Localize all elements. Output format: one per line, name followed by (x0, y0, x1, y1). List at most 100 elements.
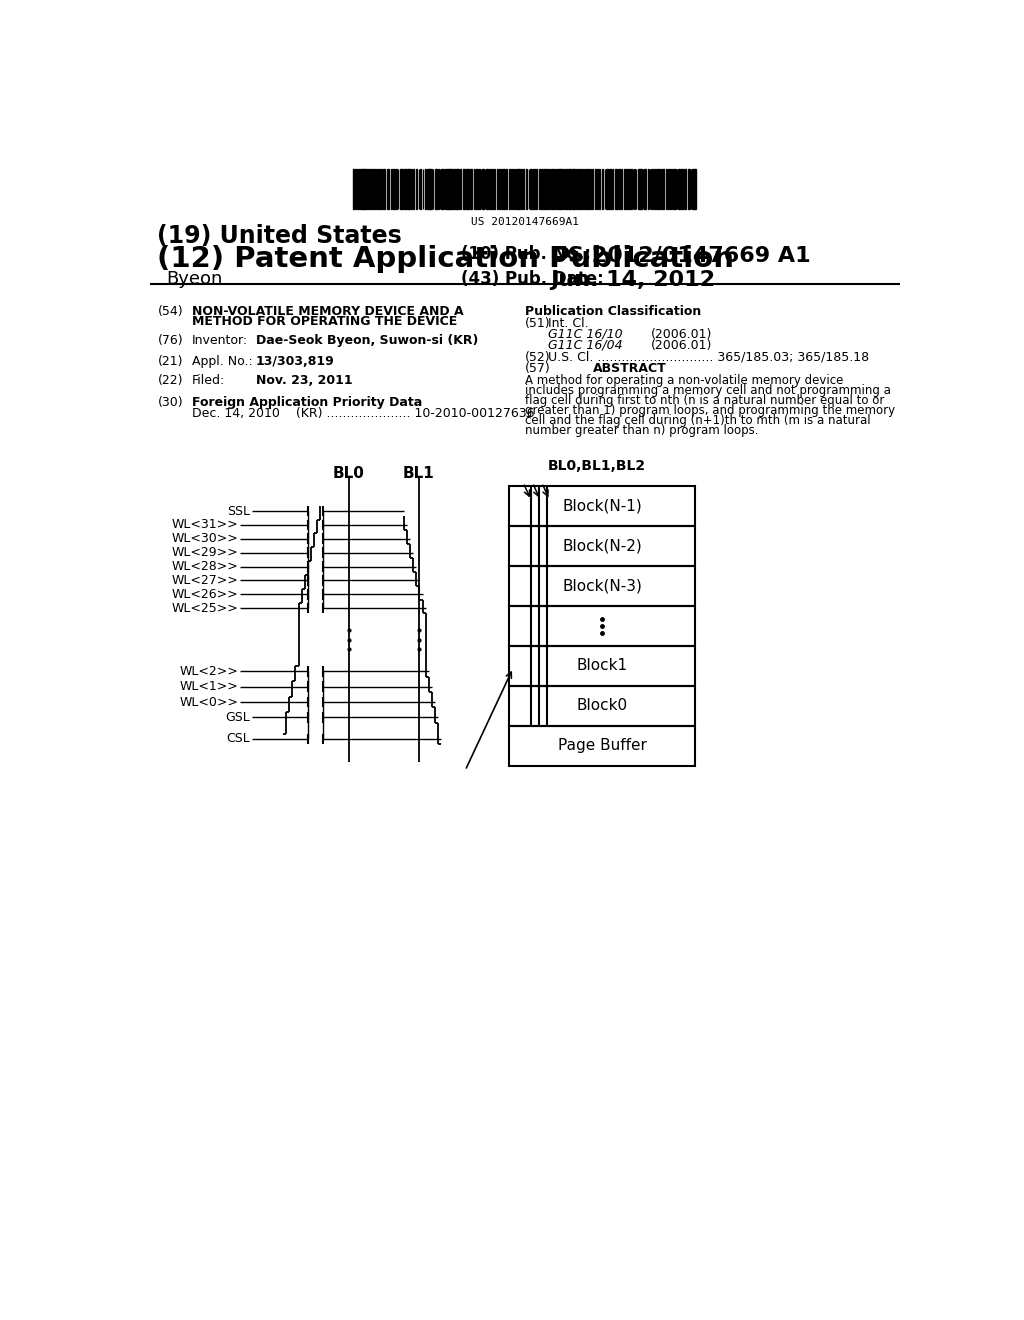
Text: (30): (30) (158, 396, 183, 409)
Text: A method for operating a non-volatile memory device: A method for operating a non-volatile me… (524, 374, 843, 387)
Text: (51): (51) (524, 317, 551, 330)
Bar (509, 645, 695, 686)
Text: WL<0>>: WL<0>> (179, 696, 238, 709)
Text: Foreign Application Priority Data: Foreign Application Priority Data (191, 396, 422, 409)
Text: (10) Pub. No.:: (10) Pub. No.: (461, 246, 591, 264)
Text: (43) Pub. Date:: (43) Pub. Date: (461, 271, 604, 288)
Text: (2006.01): (2006.01) (651, 339, 713, 351)
Text: (21): (21) (158, 355, 183, 368)
Bar (509, 487, 695, 527)
Text: Publication Classification: Publication Classification (524, 305, 701, 318)
Bar (652, 169, 654, 209)
Bar (678, 169, 680, 209)
Text: (22): (22) (158, 374, 183, 387)
Bar (383, 169, 385, 209)
Text: WL<29>>: WL<29>> (171, 546, 238, 560)
Bar (509, 169, 510, 209)
Text: flag cell during first to nth (n is a natural number equal to or: flag cell during first to nth (n is a na… (524, 395, 884, 407)
Text: Block(N-3): Block(N-3) (562, 578, 642, 594)
Bar (606, 169, 607, 209)
Text: SSL: SSL (227, 504, 251, 517)
Text: BL0: BL0 (333, 466, 365, 482)
Bar (509, 527, 695, 566)
Text: WL<26>>: WL<26>> (171, 587, 238, 601)
Bar (692, 169, 694, 209)
Bar (474, 169, 475, 209)
Bar (657, 169, 658, 209)
Bar (482, 169, 483, 209)
Bar (579, 169, 580, 209)
Bar (451, 169, 453, 209)
Text: Inventor:: Inventor: (191, 334, 248, 347)
Text: BL0,BL1,BL2: BL0,BL1,BL2 (548, 459, 646, 474)
Bar (601, 169, 603, 209)
Text: Appl. No.:: Appl. No.: (191, 355, 252, 368)
Bar (509, 606, 695, 645)
Text: Int. Cl.: Int. Cl. (548, 317, 589, 330)
Bar (441, 169, 443, 209)
Text: Page Buffer: Page Buffer (558, 738, 647, 754)
Bar (400, 169, 401, 209)
Bar (391, 169, 392, 209)
Bar (509, 566, 695, 606)
Text: WL<1>>: WL<1>> (179, 680, 238, 693)
Bar (503, 169, 505, 209)
Text: U.S. Cl. ............................. 365/185.03; 365/185.18: U.S. Cl. ............................. 3… (548, 351, 869, 364)
Bar (365, 169, 367, 209)
Bar (666, 169, 668, 209)
Bar (611, 169, 613, 209)
Bar (467, 169, 469, 209)
Bar (560, 169, 562, 209)
Text: 13/303,819: 13/303,819 (256, 355, 335, 368)
Bar (609, 169, 611, 209)
Bar (387, 169, 389, 209)
Text: Dec. 14, 2010    (KR) ..................... 10-2010-00127636: Dec. 14, 2010 (KR) .....................… (191, 407, 535, 420)
Bar (684, 169, 686, 209)
Bar (378, 169, 380, 209)
Bar (525, 169, 527, 209)
Text: Block1: Block1 (577, 659, 628, 673)
Text: US 20120147669A1: US 20120147669A1 (471, 216, 579, 227)
Bar (627, 169, 629, 209)
Bar (447, 169, 450, 209)
Bar (369, 169, 370, 209)
Bar (687, 169, 690, 209)
Bar (563, 169, 564, 209)
Bar (644, 169, 646, 209)
Text: WL<30>>: WL<30>> (171, 532, 238, 545)
Text: METHOD FOR OPERATING THE DEVICE: METHOD FOR OPERATING THE DEVICE (191, 315, 457, 329)
Bar (381, 169, 382, 209)
Text: (19) United States: (19) United States (158, 224, 402, 248)
Bar (638, 169, 640, 209)
Bar (371, 169, 372, 209)
Text: G11C 16/10: G11C 16/10 (548, 327, 623, 341)
Text: GSL: GSL (225, 711, 251, 723)
Text: Block(N-1): Block(N-1) (562, 499, 642, 513)
Bar (427, 169, 429, 209)
Text: G11C 16/04: G11C 16/04 (548, 339, 623, 351)
Text: WL<27>>: WL<27>> (171, 574, 238, 587)
Text: ABSTRACT: ABSTRACT (593, 363, 667, 375)
Text: BL1: BL1 (402, 466, 434, 482)
Bar (590, 169, 592, 209)
Bar (659, 169, 662, 209)
Bar (361, 169, 364, 209)
Text: (57): (57) (524, 363, 551, 375)
Bar (670, 169, 672, 209)
Bar (568, 169, 570, 209)
Text: Jun. 14, 2012: Jun. 14, 2012 (550, 271, 716, 290)
Text: Block(N-2): Block(N-2) (562, 539, 642, 554)
Bar (583, 169, 585, 209)
Text: WL<31>>: WL<31>> (171, 519, 238, 532)
Bar (486, 169, 487, 209)
Bar (393, 169, 394, 209)
Bar (630, 169, 632, 209)
Text: Block0: Block0 (577, 698, 628, 713)
Bar (497, 169, 499, 209)
Bar (557, 169, 560, 209)
Bar (476, 169, 478, 209)
Text: WL<25>>: WL<25>> (171, 602, 238, 615)
Bar (416, 169, 417, 209)
Text: includes programming a memory cell and not programming a: includes programming a memory cell and n… (524, 384, 891, 397)
Bar (517, 169, 518, 209)
